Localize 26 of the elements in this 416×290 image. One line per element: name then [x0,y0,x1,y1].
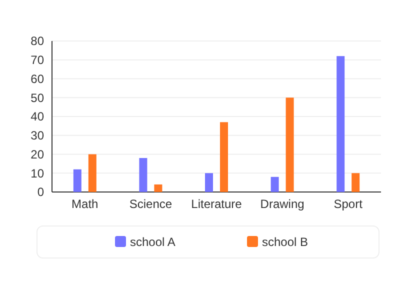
bar [352,173,360,192]
x-tick-label: Sport [334,197,364,211]
bar [154,184,162,192]
x-tick-label: Math [72,197,98,211]
bar [220,122,228,192]
y-tick-label: 80 [30,34,44,48]
bar [139,158,148,192]
y-tick-label: 30 [30,128,44,143]
y-tick-label: 20 [30,147,44,162]
x-tick-label: Science [129,197,172,211]
bar [88,154,96,192]
x-tick-label: Drawing [260,197,304,211]
bar [73,169,82,192]
bar [286,98,294,192]
legend-label: school A [130,235,176,250]
y-tick-label: 60 [30,72,44,86]
bar [205,173,213,192]
legend-label: school B [262,235,308,250]
x-tick-label: Literature [191,197,242,211]
y-tick-label: 70 [30,53,44,68]
y-tick-label: 0 [37,185,44,200]
bar [270,176,279,192]
y-tick-label: 40 [30,110,44,124]
y-tick-label: 10 [30,166,44,180]
y-tick-label: 50 [30,90,44,105]
bar [336,56,345,192]
